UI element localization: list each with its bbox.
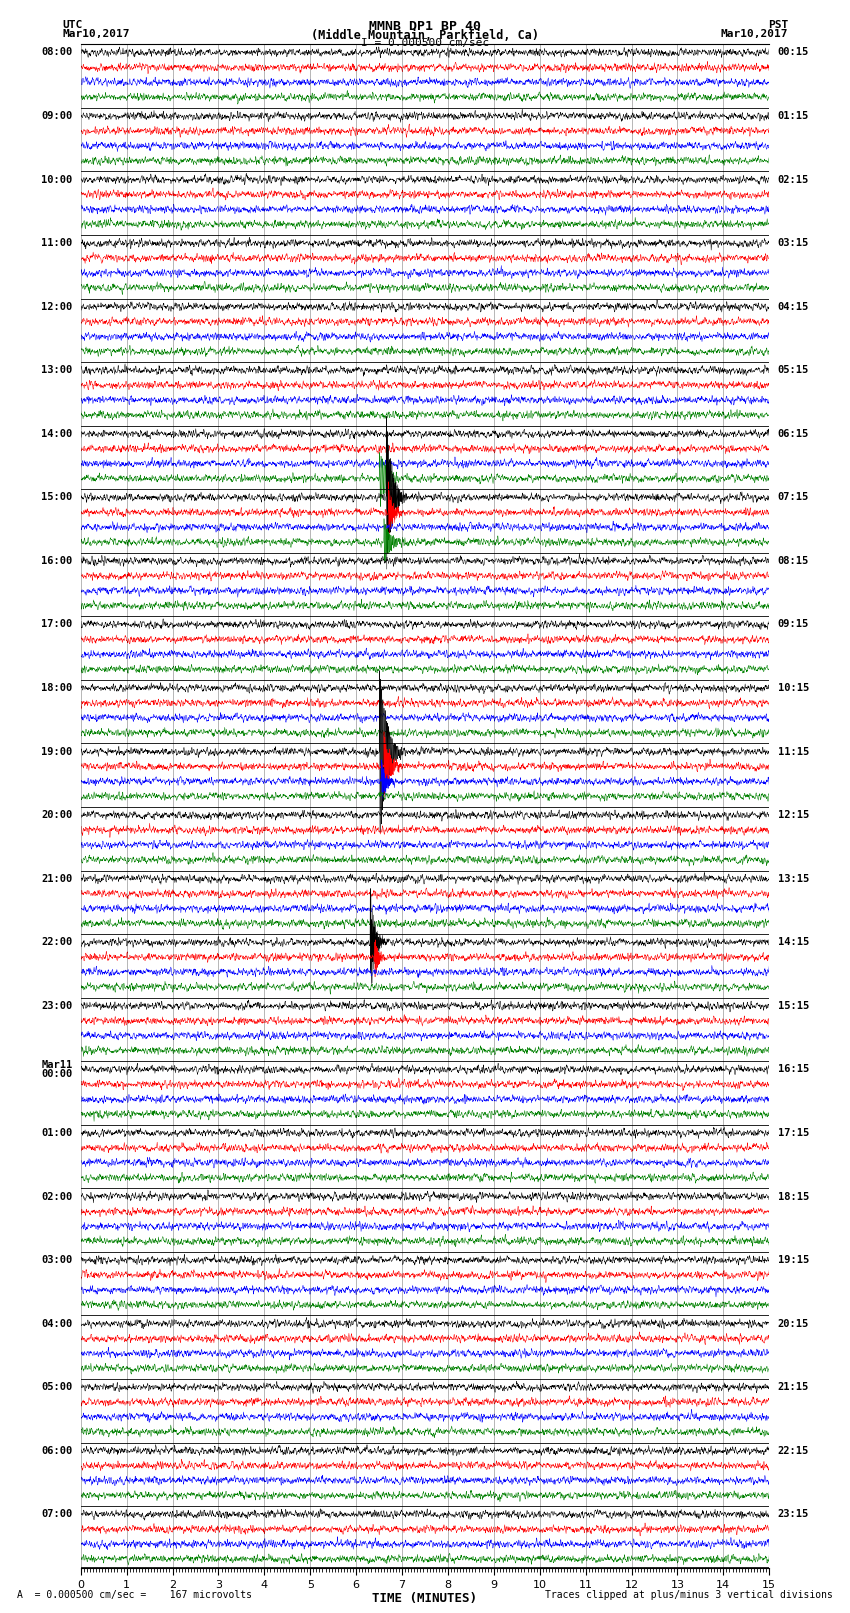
- Text: 21:00: 21:00: [42, 874, 72, 884]
- Text: 13:00: 13:00: [42, 365, 72, 376]
- Text: PST: PST: [768, 19, 788, 31]
- Text: 23:00: 23:00: [42, 1000, 72, 1011]
- Text: 03:00: 03:00: [42, 1255, 72, 1265]
- Text: UTC: UTC: [62, 19, 82, 31]
- Text: 02:15: 02:15: [778, 174, 808, 184]
- Text: 19:00: 19:00: [42, 747, 72, 756]
- Text: 15:15: 15:15: [778, 1000, 808, 1011]
- Text: 13:15: 13:15: [778, 874, 808, 884]
- Text: 01:00: 01:00: [42, 1127, 72, 1137]
- Text: 10:15: 10:15: [778, 682, 808, 694]
- Text: 14:15: 14:15: [778, 937, 808, 947]
- Text: 20:00: 20:00: [42, 810, 72, 819]
- Text: 18:15: 18:15: [778, 1192, 808, 1202]
- Text: 12:00: 12:00: [42, 302, 72, 311]
- Text: 06:15: 06:15: [778, 429, 808, 439]
- Text: MMNB DP1 BP 40: MMNB DP1 BP 40: [369, 19, 481, 34]
- Text: 17:00: 17:00: [42, 619, 72, 629]
- Text: 05:15: 05:15: [778, 365, 808, 376]
- Text: Mar11
00:00: Mar11 00:00: [42, 1060, 72, 1079]
- Text: 11:00: 11:00: [42, 239, 72, 248]
- Text: 14:00: 14:00: [42, 429, 72, 439]
- Text: Mar10,2017: Mar10,2017: [721, 29, 788, 39]
- Text: 07:15: 07:15: [778, 492, 808, 502]
- Text: Mar10,2017: Mar10,2017: [62, 29, 129, 39]
- Text: 15:00: 15:00: [42, 492, 72, 502]
- Text: A  = 0.000500 cm/sec =    167 microvolts: A = 0.000500 cm/sec = 167 microvolts: [17, 1590, 252, 1600]
- Text: 10:00: 10:00: [42, 174, 72, 184]
- Text: I = 0.000500 cm/sec: I = 0.000500 cm/sec: [361, 37, 489, 48]
- Text: 05:00: 05:00: [42, 1382, 72, 1392]
- Text: 12:15: 12:15: [778, 810, 808, 819]
- Text: 20:15: 20:15: [778, 1318, 808, 1329]
- Text: 09:15: 09:15: [778, 619, 808, 629]
- Text: 08:00: 08:00: [42, 47, 72, 58]
- Text: 06:00: 06:00: [42, 1445, 72, 1455]
- Text: 01:15: 01:15: [778, 111, 808, 121]
- Text: 19:15: 19:15: [778, 1255, 808, 1265]
- Text: (Middle Mountain, Parkfield, Ca): (Middle Mountain, Parkfield, Ca): [311, 29, 539, 42]
- Text: 03:15: 03:15: [778, 239, 808, 248]
- Text: 23:15: 23:15: [778, 1510, 808, 1519]
- Text: 16:00: 16:00: [42, 556, 72, 566]
- Text: 18:00: 18:00: [42, 682, 72, 694]
- Text: 04:00: 04:00: [42, 1318, 72, 1329]
- Text: 16:15: 16:15: [778, 1065, 808, 1074]
- Text: Traces clipped at plus/minus 3 vertical divisions: Traces clipped at plus/minus 3 vertical …: [545, 1590, 833, 1600]
- Text: 22:00: 22:00: [42, 937, 72, 947]
- Text: 17:15: 17:15: [778, 1127, 808, 1137]
- Text: 07:00: 07:00: [42, 1510, 72, 1519]
- Text: 22:15: 22:15: [778, 1445, 808, 1455]
- Text: 04:15: 04:15: [778, 302, 808, 311]
- Text: 21:15: 21:15: [778, 1382, 808, 1392]
- Text: 11:15: 11:15: [778, 747, 808, 756]
- Text: 08:15: 08:15: [778, 556, 808, 566]
- Text: 09:00: 09:00: [42, 111, 72, 121]
- Text: 02:00: 02:00: [42, 1192, 72, 1202]
- X-axis label: TIME (MINUTES): TIME (MINUTES): [372, 1592, 478, 1605]
- Text: 00:15: 00:15: [778, 47, 808, 58]
